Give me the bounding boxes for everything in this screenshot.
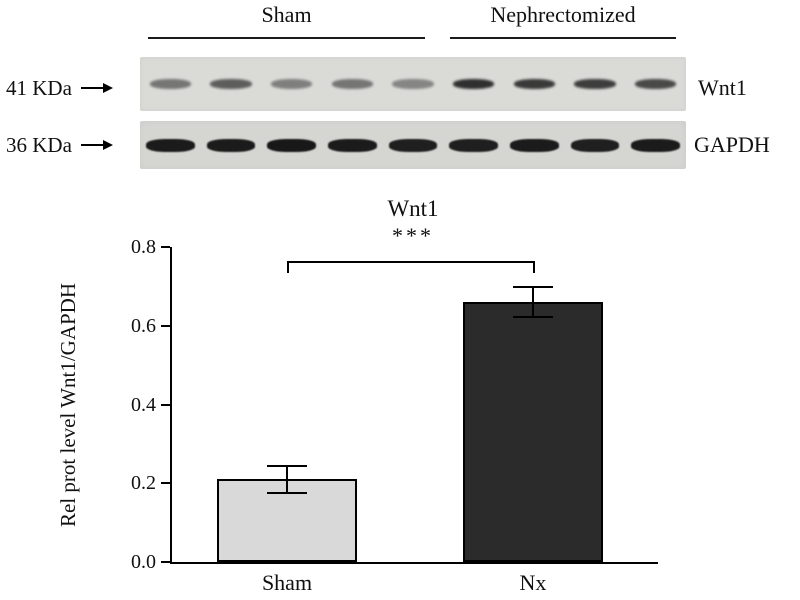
weight-label-36kda-text: 36 KDa	[6, 132, 72, 157]
protein-band	[449, 138, 498, 152]
protein-band	[513, 79, 555, 89]
weight-label-36kda: 36 KDa	[6, 131, 113, 159]
protein-band	[331, 79, 373, 89]
y-tick-label: 0.4	[131, 393, 156, 416]
protein-band	[149, 79, 191, 89]
blot-lane	[140, 57, 201, 111]
y-tick-mark	[161, 324, 170, 327]
y-tick-mark	[161, 246, 170, 248]
group-underline-sham	[148, 37, 425, 39]
protein-band	[328, 138, 377, 152]
chart-title: Wnt1	[387, 196, 439, 221]
x-label-sham: Sham	[261, 570, 313, 595]
blot-lane	[322, 121, 383, 169]
error-bar	[286, 465, 288, 494]
blot-strip-gapdh	[140, 121, 686, 169]
blot-strip-wnt1	[140, 57, 686, 111]
y-tick-label: 0.0	[131, 551, 156, 573]
group-underline-nephrectomized	[450, 37, 676, 39]
group-label-nephrectomized: Nephrectomized	[490, 2, 636, 27]
significance-stars: ***	[392, 223, 434, 248]
error-bar-cap	[513, 286, 553, 289]
blot-lane	[201, 57, 262, 111]
blot-lanes-1	[140, 121, 686, 169]
blot-lane	[565, 121, 626, 169]
y-tick-mark	[161, 403, 170, 406]
weight-label-41kda-text: 41 KDa	[6, 75, 72, 100]
blot-lane	[140, 121, 201, 169]
error-bar-cap	[513, 316, 553, 319]
arrow-right-icon	[80, 82, 113, 93]
blot-lanes-0	[140, 57, 686, 111]
protein-band	[570, 138, 620, 152]
significance-bracket-end	[533, 261, 535, 273]
protein-band	[453, 79, 495, 89]
bar-nx	[463, 302, 603, 562]
blot-lane	[443, 121, 504, 169]
error-bar	[532, 287, 534, 318]
protein-band	[510, 138, 559, 152]
blot-lane	[625, 57, 686, 111]
blot-lane	[504, 121, 565, 169]
protein-label-gapdh: GAPDH	[694, 132, 770, 157]
blot-lane	[383, 57, 444, 111]
blot-lane	[383, 121, 444, 169]
blot-lane	[443, 57, 504, 111]
protein-band	[392, 79, 434, 89]
protein-label-wnt1: Wnt1	[698, 75, 747, 100]
y-axis-label: Rel prot level Wnt1/GAPDH	[56, 282, 80, 527]
blot-lane	[201, 121, 262, 169]
plot-area: 0.0 0.2 0.4 0.6 0.8 Sham Nx	[131, 236, 658, 595]
protein-band	[206, 138, 256, 152]
blot-lane	[504, 57, 565, 111]
protein-band	[271, 79, 313, 89]
protein-band	[631, 138, 680, 152]
blot-lane	[625, 121, 686, 169]
protein-band	[574, 79, 616, 89]
error-bar-cap	[267, 464, 307, 467]
y-tick-mark	[161, 482, 170, 485]
arrow-right-icon	[80, 139, 113, 150]
y-tick-label: 0.2	[131, 472, 156, 495]
y-tick-mark	[161, 561, 170, 563]
blot-lane	[261, 57, 322, 111]
significance-bracket	[287, 261, 535, 263]
protein-band	[146, 138, 195, 152]
protein-band	[388, 138, 438, 152]
group-label-sham: Sham	[261, 2, 312, 27]
weight-label-41kda: 41 KDa	[6, 74, 113, 102]
protein-band	[635, 79, 677, 89]
blot-lane	[261, 121, 322, 169]
error-bar-cap	[267, 492, 307, 495]
protein-band	[210, 79, 252, 89]
protein-band	[267, 138, 316, 152]
blot-lane	[322, 57, 383, 111]
y-tick-label: 0.8	[131, 236, 156, 258]
blot-lane	[565, 57, 626, 111]
y-tick-label: 0.6	[131, 314, 156, 337]
x-label-nx: Nx	[519, 570, 547, 595]
significance-bracket-end	[287, 261, 289, 273]
